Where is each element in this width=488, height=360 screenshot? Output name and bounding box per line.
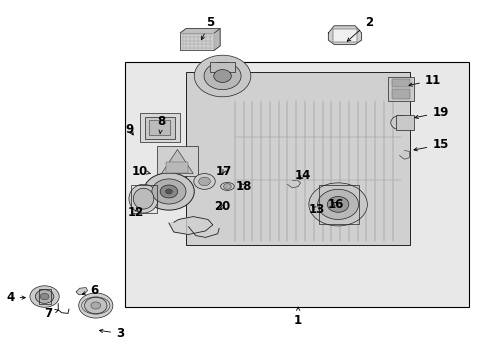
Text: 8: 8 bbox=[157, 116, 165, 134]
Circle shape bbox=[198, 177, 210, 186]
Bar bbox=[332, 30, 356, 42]
Text: 19: 19 bbox=[414, 106, 447, 119]
Text: 9: 9 bbox=[125, 123, 134, 136]
Bar bbox=[395, 116, 413, 130]
Circle shape bbox=[30, 286, 59, 307]
Text: 12: 12 bbox=[128, 207, 144, 220]
Circle shape bbox=[390, 116, 409, 130]
Text: 4: 4 bbox=[6, 291, 25, 304]
Text: 18: 18 bbox=[235, 180, 251, 193]
Text: 7: 7 bbox=[44, 307, 58, 320]
Text: 14: 14 bbox=[294, 169, 310, 182]
Bar bbox=[318, 185, 358, 224]
Bar bbox=[125, 62, 468, 307]
Text: 17: 17 bbox=[216, 165, 232, 177]
Bar bbox=[180, 33, 214, 50]
Polygon shape bbox=[168, 217, 212, 234]
Polygon shape bbox=[180, 29, 220, 33]
Bar bbox=[387, 77, 413, 101]
Text: 20: 20 bbox=[214, 201, 230, 213]
Ellipse shape bbox=[133, 188, 154, 209]
Text: 13: 13 bbox=[308, 203, 324, 216]
Ellipse shape bbox=[129, 184, 158, 213]
Bar bbox=[185, 72, 409, 244]
Text: 11: 11 bbox=[408, 74, 440, 87]
Circle shape bbox=[160, 185, 177, 198]
Circle shape bbox=[327, 197, 348, 212]
Circle shape bbox=[165, 189, 172, 194]
Bar bbox=[210, 62, 234, 72]
Ellipse shape bbox=[220, 183, 234, 190]
Circle shape bbox=[193, 174, 215, 189]
Circle shape bbox=[194, 55, 250, 97]
Bar bbox=[144, 117, 174, 139]
Text: 1: 1 bbox=[293, 307, 302, 327]
Bar bbox=[131, 185, 157, 213]
Polygon shape bbox=[328, 26, 361, 44]
Bar bbox=[149, 120, 169, 135]
Text: 2: 2 bbox=[346, 16, 372, 41]
Bar bbox=[39, 289, 51, 304]
Bar bbox=[157, 146, 198, 176]
Circle shape bbox=[317, 189, 358, 220]
Circle shape bbox=[308, 183, 366, 226]
Circle shape bbox=[35, 290, 54, 303]
Circle shape bbox=[152, 179, 185, 204]
Bar bbox=[166, 162, 188, 173]
Text: 5: 5 bbox=[201, 16, 214, 40]
Text: 10: 10 bbox=[131, 165, 150, 177]
Text: 3: 3 bbox=[99, 327, 124, 340]
Polygon shape bbox=[214, 29, 220, 50]
Polygon shape bbox=[161, 149, 193, 174]
Polygon shape bbox=[287, 180, 300, 188]
Circle shape bbox=[143, 173, 194, 210]
Circle shape bbox=[79, 293, 113, 318]
Polygon shape bbox=[399, 150, 408, 159]
Circle shape bbox=[223, 184, 231, 189]
Bar bbox=[140, 113, 179, 142]
Bar bbox=[391, 79, 409, 87]
Text: 6: 6 bbox=[82, 284, 98, 297]
Circle shape bbox=[40, 293, 49, 300]
Bar bbox=[391, 89, 409, 99]
Circle shape bbox=[84, 297, 107, 314]
Polygon shape bbox=[76, 288, 87, 295]
Circle shape bbox=[203, 62, 241, 90]
Circle shape bbox=[213, 69, 231, 82]
Circle shape bbox=[91, 302, 101, 309]
Text: 16: 16 bbox=[327, 198, 344, 211]
Text: 15: 15 bbox=[413, 138, 447, 151]
